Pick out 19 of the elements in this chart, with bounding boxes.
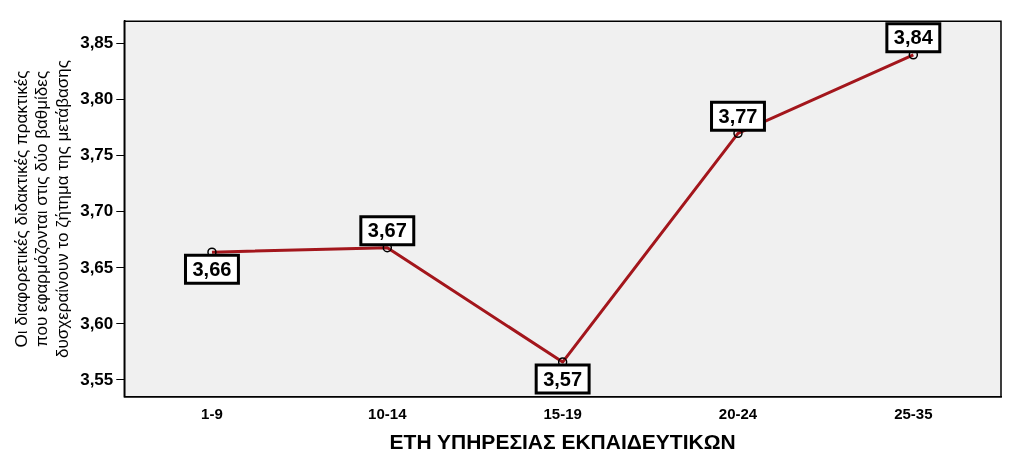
data-label: 3,77 xyxy=(718,104,758,127)
y-tick-label: 3,60 xyxy=(80,313,114,333)
x-tick-label: 20-24 xyxy=(718,404,758,422)
y-tick-label: 3,80 xyxy=(80,89,114,109)
data-label: 3,67 xyxy=(367,219,407,242)
x-tick-label: 1-9 xyxy=(201,404,223,422)
y-tick-label: 3,55 xyxy=(80,369,114,389)
data-label: 3,57 xyxy=(543,367,583,390)
y-tick-label: 3,85 xyxy=(80,33,114,53)
x-tick-label: 10-14 xyxy=(368,404,408,422)
y-tick-label: 3,65 xyxy=(80,257,114,277)
x-tick-label: 25-35 xyxy=(894,404,933,422)
y-axis-title: Οι διαφορετικές διδακτικές πρακτικές που εφαρμόζονται στις δύο βαθμίδες δυσχεραίνουν το ζήτημα της μετάβασης xyxy=(11,60,72,358)
y-tick-label: 3,70 xyxy=(80,201,114,221)
x-axis-title: ΕΤΗ ΥΠΗΡΕΣΙΑΣ ΕΚΠΑΙΔΕΥΤΙΚΩΝ xyxy=(389,430,736,454)
y-tick-label: 3,75 xyxy=(80,145,114,165)
data-label: 3,84 xyxy=(893,26,934,49)
data-label: 3,66 xyxy=(192,257,232,280)
x-tick-label: 15-19 xyxy=(543,404,582,422)
